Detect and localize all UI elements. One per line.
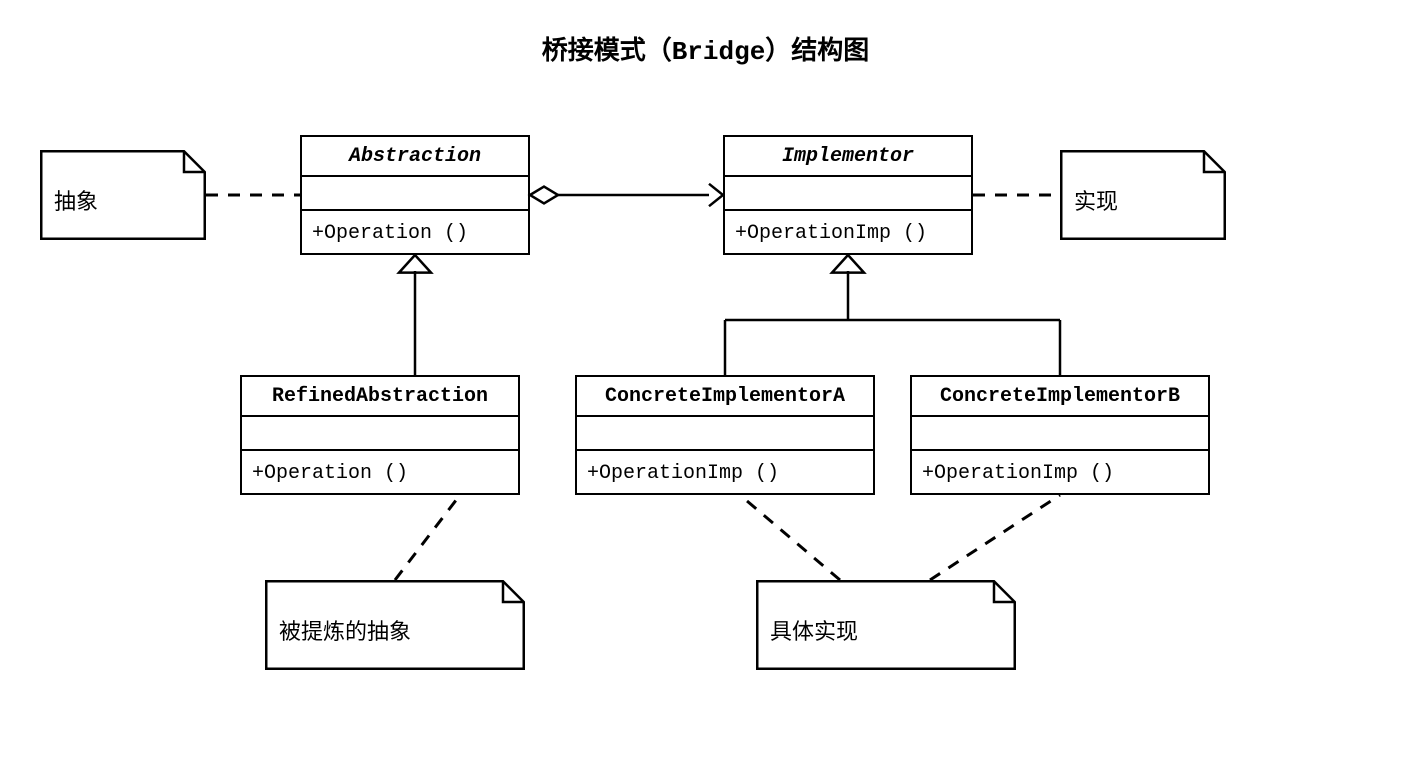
note-implementor: 实现 (1060, 150, 1226, 240)
class-refined-abstraction: RefinedAbstraction +Operation () (240, 375, 520, 495)
note-concrete: 具体实现 (756, 580, 1016, 670)
class-implementor-op: +OperationImp () (725, 211, 971, 257)
diagram-canvas: 桥接模式（Bridge）结构图 Abstraction +Operation (… (0, 0, 1411, 760)
class-abstraction-attrs (302, 177, 528, 211)
note-concrete-text: 具体实现 (770, 614, 1002, 646)
class-concreteA-name: ConcreteImplementorA (577, 377, 873, 417)
class-refined-attrs (242, 417, 518, 451)
class-concreteB-attrs (912, 417, 1208, 451)
note-abstract: 抽象 (40, 150, 206, 240)
class-concreteA-op: +OperationImp () (577, 451, 873, 497)
class-concrete-implementor-b: ConcreteImplementorB +OperationImp () (910, 375, 1210, 495)
class-concrete-implementor-a: ConcreteImplementorA +OperationImp () (575, 375, 875, 495)
note-refined-text: 被提炼的抽象 (279, 614, 511, 646)
class-abstraction-op: +Operation () (302, 211, 528, 257)
class-refined-op: +Operation () (242, 451, 518, 497)
class-abstraction-name: Abstraction (302, 137, 528, 177)
class-concreteA-attrs (577, 417, 873, 451)
note-impl-text: 实现 (1074, 184, 1212, 216)
class-concreteB-op: +OperationImp () (912, 451, 1208, 497)
class-refined-name: RefinedAbstraction (242, 377, 518, 417)
note-abstract-text: 抽象 (54, 184, 192, 216)
diagram-title: 桥接模式（Bridge）结构图 (0, 30, 1411, 67)
class-abstraction: Abstraction +Operation () (300, 135, 530, 255)
class-implementor: Implementor +OperationImp () (723, 135, 973, 255)
note-refined: 被提炼的抽象 (265, 580, 525, 670)
class-implementor-name: Implementor (725, 137, 971, 177)
class-concreteB-name: ConcreteImplementorB (912, 377, 1208, 417)
class-implementor-attrs (725, 177, 971, 211)
